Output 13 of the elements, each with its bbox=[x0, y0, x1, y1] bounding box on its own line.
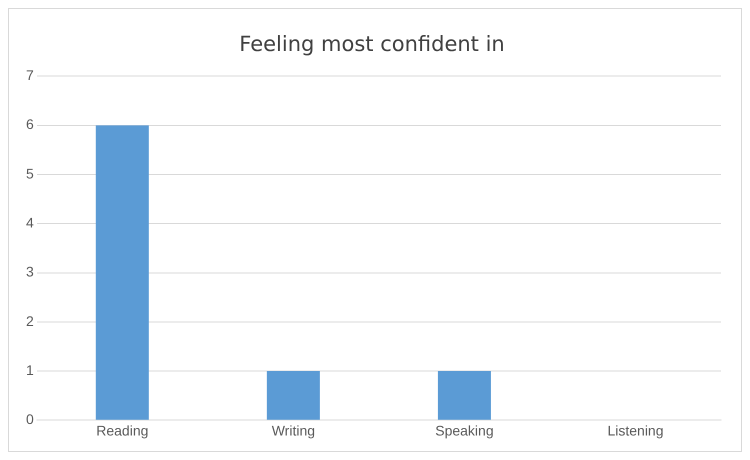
x-tick-label: Listening bbox=[607, 422, 664, 438]
y-tick-label: 5 bbox=[26, 165, 34, 182]
x-tick-label: Reading bbox=[96, 422, 148, 438]
y-tick-label: 4 bbox=[26, 214, 34, 230]
y-tick-label: 1 bbox=[26, 362, 34, 378]
y-tick-label: 0 bbox=[26, 411, 34, 428]
x-tick-label: Speaking bbox=[435, 422, 494, 438]
y-tick-label: 7 bbox=[26, 67, 34, 84]
y-tick-label: 3 bbox=[26, 264, 34, 280]
chart-title: Feeling most confident in bbox=[239, 32, 505, 56]
x-tick-label: Writing bbox=[272, 422, 316, 438]
y-tick-label: 6 bbox=[26, 116, 34, 132]
y-tick-label: 2 bbox=[26, 312, 34, 329]
